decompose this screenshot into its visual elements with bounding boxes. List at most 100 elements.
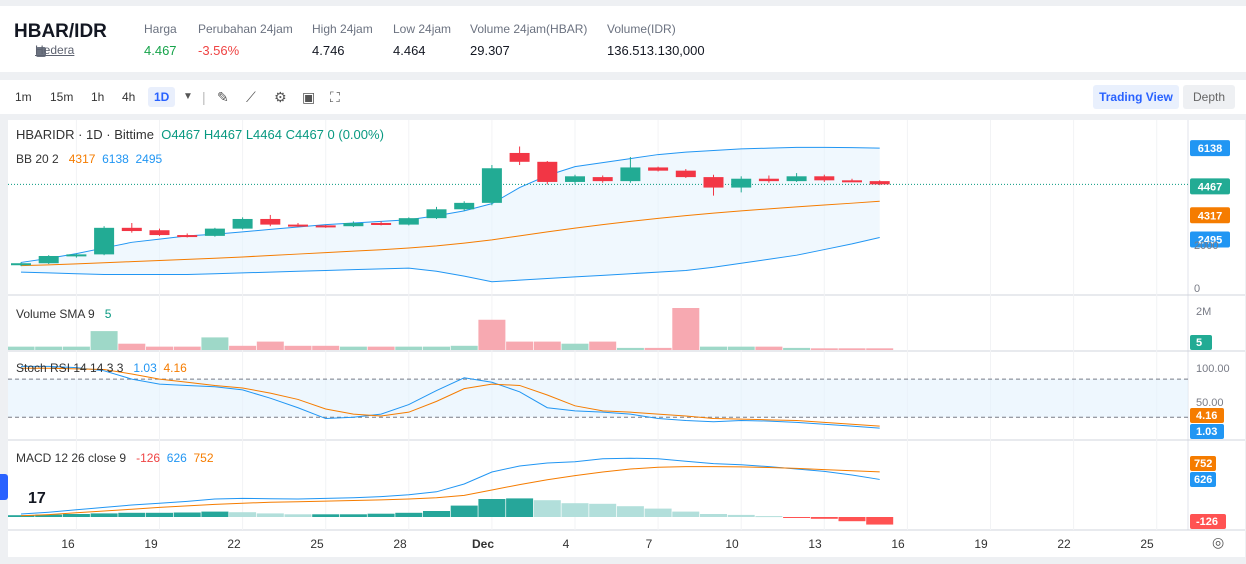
volume-bar (339, 346, 367, 350)
ohlc-open: O4467 (161, 127, 201, 142)
stoch-d-tag-label: 4.16 (1196, 410, 1217, 422)
ticker-header: HBAR/IDR Hedera Harga 4.467 Perubahan 24… (0, 6, 1246, 72)
volume-bar (644, 347, 672, 350)
candle-body (648, 167, 669, 171)
x-axis-tick-label: 25 (1140, 537, 1154, 551)
macd-tag-bg (1190, 472, 1216, 487)
legend-bb: BB 20 2 4317 6138 2495 (16, 152, 162, 166)
stat-volume-idr: Volume(IDR) 136.513.130,000 (607, 22, 705, 58)
timeframe-15m[interactable]: 15m (50, 90, 74, 104)
macd-label: MACD 12 26 close 9 (16, 451, 127, 465)
macd-hist-bar (229, 512, 257, 517)
timeframe-4h[interactable]: 4h (122, 90, 136, 104)
chart-toolbar: 1m 15m 1h 4h 1D ▼ | ✎ ⟋ ⚙ ▣ ⛶ Trading Vi… (0, 80, 1246, 114)
stat-value: 4.467 (144, 43, 177, 58)
macd-signal-value: 752 (193, 451, 214, 465)
chevron-down-icon[interactable]: ▼ (183, 91, 193, 102)
macd-hist-bar (173, 512, 201, 517)
candle-body (592, 177, 613, 182)
depth-button[interactable]: Depth (1183, 85, 1235, 109)
candle-body (703, 177, 724, 188)
macd-value: 626 (166, 451, 187, 465)
candle-body (260, 218, 281, 225)
candle-body (232, 218, 253, 229)
candle-body (481, 168, 502, 203)
stat-price: Harga 4.467 (144, 22, 177, 58)
candle-body (204, 228, 225, 236)
x-axis-tick-label: 22 (1057, 537, 1071, 551)
volume-bar (90, 331, 118, 350)
macd-hist-tag-bg (1190, 514, 1226, 529)
tradingview-logo: 17 (28, 490, 46, 507)
bb-basis-line (20, 200, 880, 267)
price-tag-label: 4467 (1198, 181, 1222, 193)
price-tag-bg (1190, 140, 1230, 157)
sidebar-toggle-tab[interactable] (0, 474, 8, 500)
bb-upper-line (20, 146, 880, 263)
price-tag-label: 4317 (1198, 210, 1222, 222)
x-axis-tick-label: 25 (310, 537, 324, 551)
x-axis-tick-label: 7 (646, 537, 653, 551)
stat-value: -3.56% (198, 43, 240, 58)
macd-hist-bar (284, 514, 312, 517)
stoch-band-fill (8, 379, 1188, 418)
symbol-title: HBAR/IDR (14, 21, 107, 42)
x-axis-tick-label: 13 (808, 537, 822, 551)
chart-legend-main: HBARIDR · 1D · Bittime O4467 H4467 L4464… (16, 127, 384, 142)
timeframe-1m[interactable]: 1m (15, 90, 32, 104)
macd-hist-bar (672, 511, 700, 517)
volume-bar (700, 346, 727, 350)
x-axis-tick-label: 16 (61, 537, 75, 551)
volume-bar (506, 341, 534, 350)
x-axis-tick-label: 10 (725, 537, 739, 551)
stoch-axis-tick: 50.00 (1196, 397, 1224, 409)
chart-area[interactable]: 6138 4467 4317 2495 2000 0 2M 5 100.00 50.00 4.16 1… (8, 120, 1245, 557)
stoch-d-line (21, 367, 880, 427)
candle-body (814, 176, 835, 181)
gear-icon[interactable]: ⚙ (274, 89, 287, 105)
candle-body (398, 218, 419, 225)
volume-label: Volume SMA 9 (16, 307, 95, 321)
price-chart[interactable]: 6138446743172495200002M5100.0050.004.161… (8, 120, 1245, 557)
draw-icon[interactable]: ✎ (217, 89, 229, 105)
stat-label: Volume 24jam(HBAR) (470, 22, 588, 36)
asset-name-link[interactable]: Hedera (35, 43, 75, 57)
ohlc-low: L4464 (245, 127, 282, 142)
trading-view-button[interactable]: Trading View (1093, 85, 1179, 109)
volume-bar (450, 345, 478, 350)
stat-label: Harga (144, 22, 177, 36)
macd-hist-bar (589, 503, 617, 517)
x-axis-tick-label: Dec (472, 537, 494, 551)
candle-body (11, 263, 31, 266)
volume-bar (810, 348, 838, 350)
save-icon[interactable]: ▣ (302, 89, 316, 105)
volume-bar (616, 347, 644, 350)
stat-label: Low 24jam (393, 22, 452, 36)
stoch-k-value: 1.03 (133, 361, 157, 375)
indicator-icon[interactable]: ⟋ (246, 89, 256, 105)
volume-bar (62, 346, 90, 350)
volume-bar (589, 341, 617, 350)
macd-hist-bar (256, 513, 284, 517)
stoch-axis-tick: 100.00 (1196, 363, 1230, 375)
macd-hist-bar (90, 513, 118, 517)
candle-body (675, 170, 696, 178)
candle-body (38, 255, 59, 264)
toolbar-divider: | (202, 89, 206, 105)
volume-bar (783, 347, 811, 350)
stat-low: Low 24jam 4.464 (393, 22, 451, 58)
volume-bar (478, 319, 506, 350)
candle-body (94, 227, 115, 255)
timeframe-1h[interactable]: 1h (91, 90, 105, 104)
timeframe-1d[interactable]: 1D (148, 87, 176, 107)
volume-bar (423, 346, 450, 350)
volume-bar (312, 345, 340, 350)
stat-value: 136.513.130,000 (607, 43, 705, 58)
chart-settings-icon[interactable]: ◎ (1212, 534, 1225, 550)
macd-hist-bar (423, 511, 450, 517)
stoch-k-tag-label: 1.03 (1196, 426, 1217, 438)
price-tag-bg (1190, 231, 1230, 248)
candle-body (842, 180, 862, 183)
macd-hist-bar (478, 499, 506, 517)
fullscreen-icon[interactable]: ⛶ (330, 89, 340, 105)
